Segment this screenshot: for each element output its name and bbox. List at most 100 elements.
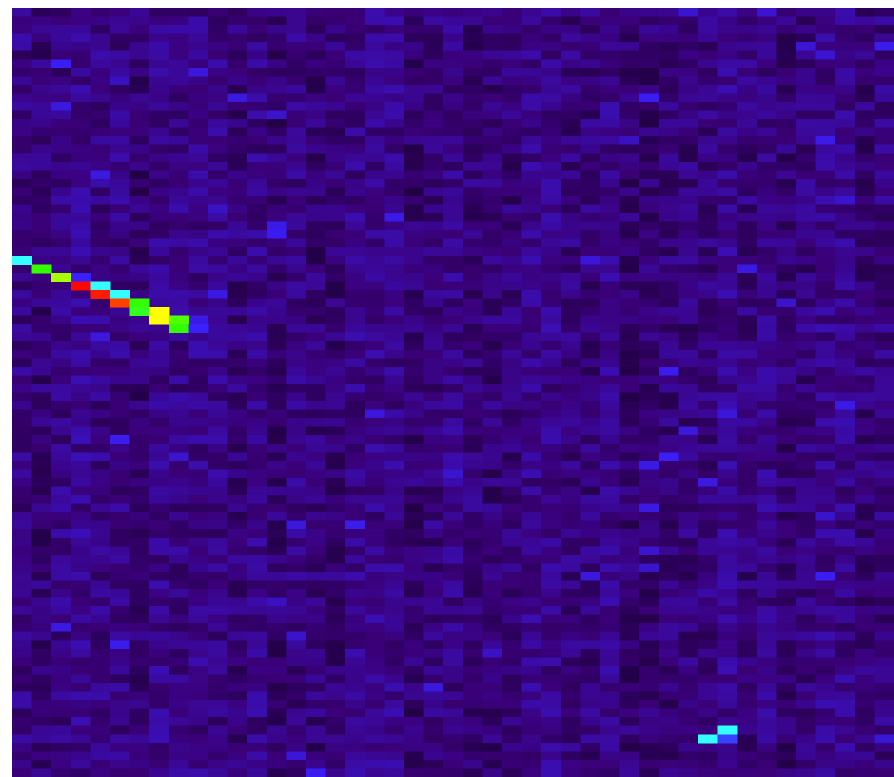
- background-cell: [227, 503, 248, 513]
- background-cell: [560, 443, 581, 453]
- background-cell: [208, 358, 229, 368]
- background-cell: [521, 50, 542, 60]
- background-cell: [796, 8, 817, 18]
- background-cell: [306, 315, 327, 325]
- background-cell: [541, 289, 562, 300]
- background-cell: [698, 136, 719, 146]
- background-cell: [31, 195, 52, 206]
- background-cell: [90, 563, 111, 573]
- background-cell: [756, 110, 777, 120]
- background-cell: [325, 153, 346, 163]
- background-cell: [600, 289, 621, 300]
- background-cell: [286, 443, 307, 453]
- background-cell: [619, 16, 640, 26]
- background-cell: [462, 683, 483, 693]
- background-cell: [345, 392, 366, 402]
- background-cell: [698, 272, 719, 282]
- background-cell: [404, 247, 425, 257]
- background-cell: [854, 59, 875, 69]
- background-cell: [51, 674, 72, 684]
- background-cell: [776, 537, 797, 547]
- background-cell: [90, 307, 111, 317]
- background-cell: [717, 520, 738, 530]
- background-cell: [90, 110, 111, 120]
- background-cell: [443, 623, 464, 633]
- background-cell: [580, 110, 601, 120]
- background-cell: [208, 452, 229, 462]
- background-cell: [560, 452, 581, 462]
- background-cell: [129, 708, 150, 718]
- background-cell: [678, 426, 699, 436]
- background-cell: [580, 255, 601, 265]
- background-cell: [854, 272, 875, 282]
- background-cell: [12, 127, 33, 137]
- background-cell: [345, 50, 366, 60]
- background-cell: [129, 324, 150, 334]
- background-cell: [51, 84, 72, 94]
- background-cell: [345, 477, 366, 487]
- background-cell: [345, 503, 366, 513]
- background-cell: [90, 170, 111, 180]
- background-cell: [462, 717, 483, 727]
- background-cell: [854, 537, 875, 547]
- background-cell: [247, 358, 268, 368]
- background-cell: [443, 700, 464, 710]
- background-cell: [619, 460, 640, 470]
- background-cell: [698, 725, 719, 735]
- background-cell: [874, 700, 894, 710]
- background-cell: [619, 110, 640, 120]
- background-cell: [462, 674, 483, 684]
- background-cell: [874, 725, 894, 735]
- background-cell: [51, 401, 72, 411]
- background-cell: [247, 700, 268, 710]
- background-cell: [31, 366, 52, 376]
- background-cell: [639, 84, 660, 94]
- background-cell: [717, 93, 738, 103]
- background-cell: [600, 623, 621, 633]
- background-cell: [90, 418, 111, 428]
- background-cell: [90, 187, 111, 197]
- background-cell: [698, 708, 719, 718]
- background-cell: [580, 264, 601, 274]
- background-cell: [737, 392, 758, 402]
- background-cell: [325, 238, 346, 248]
- background-cell: [815, 84, 836, 94]
- background-cell: [70, 580, 91, 590]
- background-cell: [51, 418, 72, 428]
- background-cell: [854, 529, 875, 539]
- background-cell: [266, 25, 287, 35]
- background-cell: [600, 546, 621, 556]
- background-cell: [521, 537, 542, 547]
- background-cell: [168, 443, 189, 453]
- background-cell: [306, 725, 327, 735]
- background-cell: [384, 230, 405, 240]
- background-cell: [678, 307, 699, 317]
- background-cell: [364, 178, 385, 188]
- background-cell: [462, 136, 483, 146]
- background-cell: [717, 161, 738, 171]
- background-cell: [639, 529, 660, 539]
- background-cell: [168, 597, 189, 607]
- background-cell: [698, 50, 719, 60]
- background-cell: [325, 324, 346, 334]
- background-cell: [854, 452, 875, 462]
- background-cell: [854, 16, 875, 26]
- background-cell: [404, 554, 425, 564]
- background-cell: [521, 452, 542, 462]
- background-cell: [776, 324, 797, 334]
- background-cell: [600, 589, 621, 599]
- background-cell: [306, 657, 327, 667]
- background-cell: [227, 178, 248, 188]
- background-cell: [502, 571, 523, 581]
- background-cell: [247, 204, 268, 214]
- background-cell: [149, 768, 170, 777]
- background-cell: [266, 33, 287, 43]
- background-cell: [70, 119, 91, 129]
- background-cell: [384, 366, 405, 376]
- background-cell: [580, 503, 601, 513]
- background-cell: [854, 631, 875, 641]
- background-cell: [12, 486, 33, 496]
- background-cell: [835, 161, 856, 171]
- background-cell: [737, 119, 758, 129]
- background-cell: [717, 426, 738, 436]
